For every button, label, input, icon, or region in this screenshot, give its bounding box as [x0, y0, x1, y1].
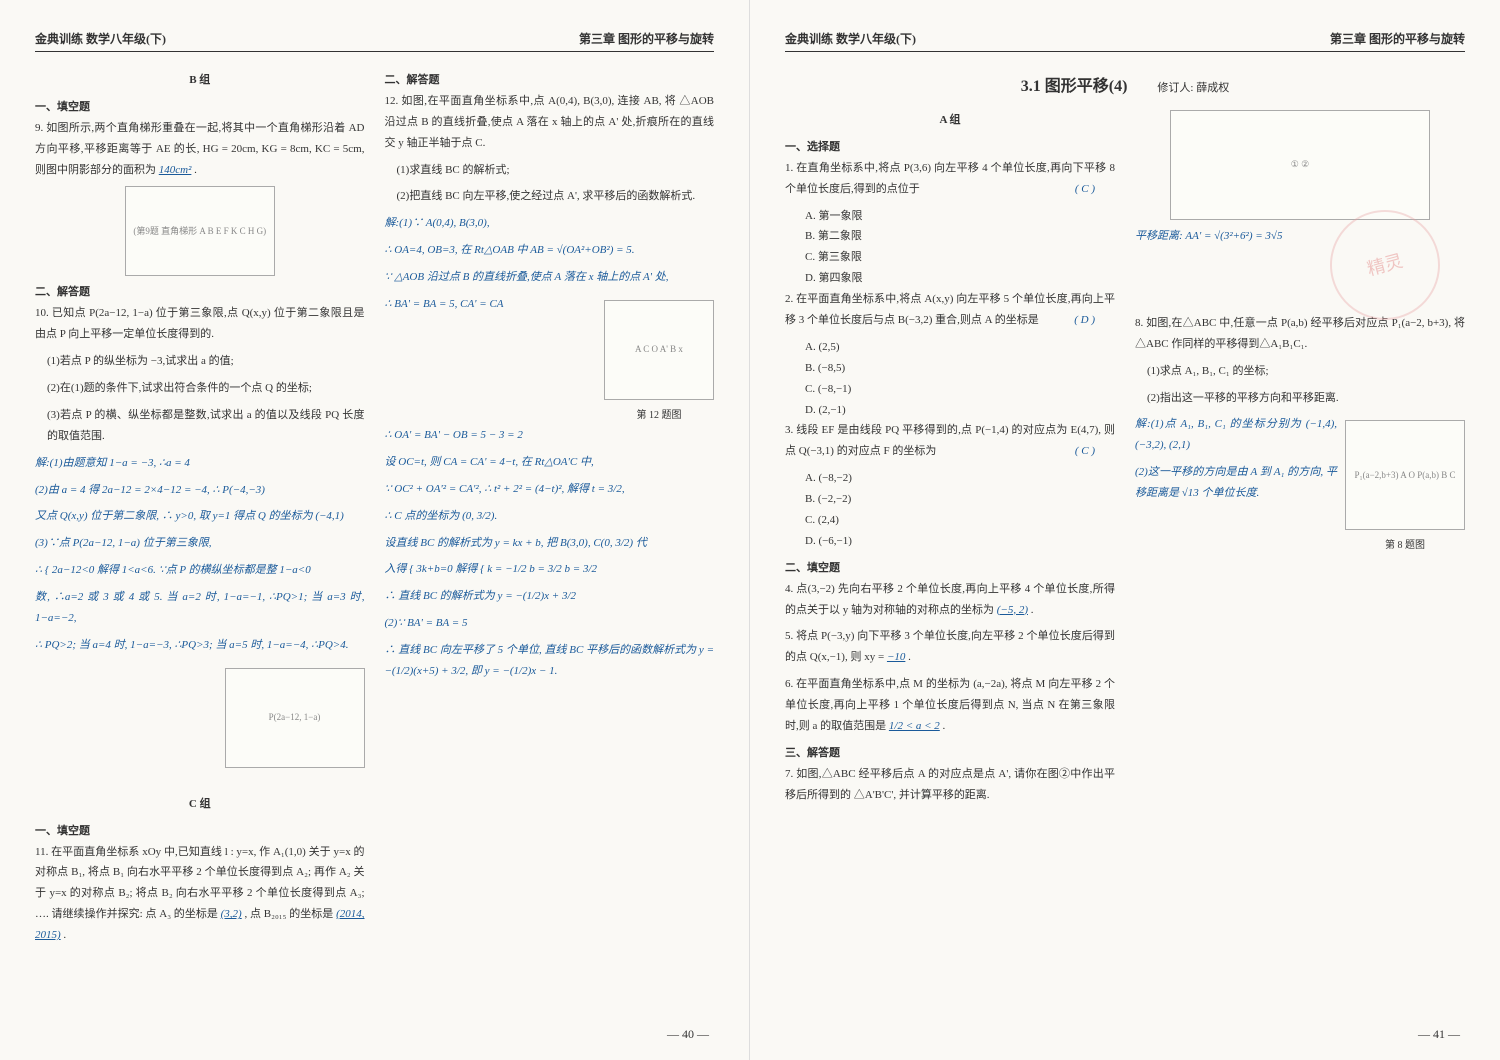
p10-sol-4: (3)∵点 P(2a−12, 1−a) 位于第三象限, [35, 533, 365, 554]
p4-ans: (−5, 2) [997, 604, 1028, 616]
header-book-r: 金典训练 数学八年级(下) [785, 30, 916, 47]
p11-ans-a: (3,2) [221, 908, 242, 920]
problem-11: 11. 在平面直角坐标系 xOy 中,已知直线 l : y=x, 作 A₁(1,… [35, 842, 365, 946]
translation-distance: 平移距离: AA' = √(3²+6²) = 3√5 [1135, 226, 1465, 247]
fig8-caption: 第 8 题图 [1345, 536, 1465, 555]
group-a-label: A 组 [785, 110, 1115, 131]
p8-sol-1: 解:(1)点 A₁, B₁, C₁ 的坐标分别为 (−1,4), (−3,2),… [1135, 414, 1337, 456]
reviser: 修订人: 薛成权 [1157, 79, 1229, 95]
header-left: 金典训练 数学八年级(下) 第三章 图形的平移与旋转 [35, 30, 714, 52]
problem-4: 4. 点(3,−2) 先向右平移 2 个单位长度,再向上平移 4 个单位长度,所… [785, 579, 1115, 621]
solve-label-2: 二、解答题 [385, 70, 715, 91]
p2-B: B. (−8,5) [785, 358, 1115, 379]
p12-sol-9: 设直线 BC 的解析式为 y = kx + b, 把 B(3,0), C(0, … [385, 533, 715, 554]
p6-ans: 1/2 < a < 2 [889, 720, 940, 732]
p3-ans: ( C ) [1075, 441, 1095, 462]
p12-sol-2: ∴ OA=4, OB=3, 在 Rt△OAB 中 AB = √(OA²+OB²)… [385, 240, 715, 261]
problem-1: 1. 在直角坐标系中,将点 P(3,6) 向左平移 4 个单位长度,再向下平移 … [785, 158, 1115, 200]
figure-8: P₁(a−2,b+3) A O P(a,b) B C [1345, 420, 1465, 530]
p1-A: A. 第一象限 [785, 206, 1115, 227]
p10-2: (2)在(1)题的条件下,试求出符合条件的一个点 Q 的坐标; [35, 378, 365, 399]
fill-label-r: 二、填空题 [785, 558, 1115, 579]
header-chapter-r: 第三章 图形的平移与旋转 [1330, 30, 1465, 47]
p1-B: B. 第二象限 [785, 226, 1115, 247]
p12-sol-5: ∴ OA' = BA' − OB = 5 − 3 = 2 [385, 425, 715, 446]
p3-C: C. (2,4) [785, 510, 1115, 531]
problem-10: 10. 已知点 P(2a−12, 1−a) 位于第三象限,点 Q(x,y) 位于… [35, 303, 365, 345]
p12-sol-7: ∵ OC² + OA'² = CA'², ∴ t² + 2² = (4−t)²,… [385, 479, 715, 500]
p3-A: A. (−8,−2) [785, 468, 1115, 489]
group-b-label: B 组 [35, 70, 365, 91]
p10-sol-1: 解:(1)由题意知 1−a = −3, ∴a = 4 [35, 453, 365, 474]
p2-C: C. (−8,−1) [785, 379, 1115, 400]
solve-label: 二、解答题 [35, 282, 365, 303]
p8-1: (1)求点 A₁, B₁, C₁ 的坐标; [1135, 361, 1465, 382]
problem-2: 2. 在平面直角坐标系中,将点 A(x,y) 向左平移 5 个单位长度,再向上平… [785, 289, 1115, 331]
figure-10: P(2a−12, 1−a) [225, 668, 365, 768]
p1-C: C. 第三象限 [785, 247, 1115, 268]
page-num-41: — 41 — [1418, 1027, 1460, 1042]
left-col-2: 二、解答题 12. 如图,在平面直角坐标系中,点 A(0,4), B(3,0),… [385, 64, 715, 952]
p10-sol-7: ∴ PQ>2; 当 a=4 时, 1−a=−3, ∴PQ>3; 当 a=5 时,… [35, 635, 365, 656]
problem-12: 12. 如图,在平面直角坐标系中,点 A(0,4), B(3,0), 连接 AB… [385, 91, 715, 154]
p8-sol-2: (2)这一平移的方向是由 A 到 A₁ 的方向, 平移距离是 √13 个单位长度… [1135, 462, 1337, 504]
section-title: 3.1 图形平移(4) [1021, 72, 1128, 96]
header-right: 金典训练 数学八年级(下) 第三章 图形的平移与旋转 [785, 30, 1465, 52]
p10-3: (3)若点 P 的横、纵坐标都是整数,试求出 a 的值以及线段 PQ 长度的取值… [35, 405, 365, 447]
p10-sol-6: 数, ∴a=2 或 3 或 4 或 5. 当 a=2 时, 1−a=−1, ∴P… [35, 587, 365, 629]
page-num-40: — 40 — [667, 1027, 709, 1042]
figure-grid-12: ① ② [1170, 110, 1430, 220]
p1-ans: ( C ) [1075, 179, 1095, 200]
problem-7: 7. 如图,△ABC 经平移后点 A 的对应点是点 A', 请你在图②中作出平移… [785, 764, 1115, 806]
p5-ans: −10 [887, 651, 905, 663]
header-book: 金典训练 数学八年级(下) [35, 30, 166, 47]
p12-sol-13: ∴ 直线 BC 向左平移了 5 个单位, 直线 BC 平移后的函数解析式为 y … [385, 640, 715, 682]
p12-sol-3: ∵ △AOB 沿过点 B 的直线折叠,使点 A 落在 x 轴上的点 A' 处, [385, 267, 715, 288]
p8-2: (2)指出这一平移的平移方向和平移距离. [1135, 388, 1465, 409]
p1-D: D. 第四象限 [785, 268, 1115, 289]
p10-1: (1)若点 P 的纵坐标为 −3,试求出 a 的值; [35, 351, 365, 372]
figure-9: (第9题 直角梯形 A B E F K C H G) [125, 186, 275, 276]
p12-sol-6: 设 OC=t, 则 CA = CA' = 4−t, 在 Rt△OA'C 中, [385, 452, 715, 473]
p10-sol-2: (2)由 a = 4 得 2a−12 = 2×4−12 = −4, ∴ P(−4… [35, 480, 365, 501]
solve-label-r: 三、解答题 [785, 743, 1115, 764]
p3-B: B. (−2,−2) [785, 489, 1115, 510]
left-col-1: B 组 一、填空题 9. 如图所示,两个直角梯形重叠在一起,将其中一个直角梯形沿… [35, 64, 365, 952]
p12-sol-4: ∴ BA' = BA = 5, CA' = CA [385, 294, 597, 315]
right-col-1: A 组 一、选择题 1. 在直角坐标系中,将点 P(3,6) 向左平移 4 个单… [785, 104, 1115, 812]
left-columns: B 组 一、填空题 9. 如图所示,两个直角梯形重叠在一起,将其中一个直角梯形沿… [35, 64, 714, 952]
right-columns: A 组 一、选择题 1. 在直角坐标系中,将点 P(3,6) 向左平移 4 个单… [785, 104, 1465, 812]
p12-sol-8: ∴ C 点的坐标为 (0, 3/2). [385, 506, 715, 527]
p3-D: D. (−6,−1) [785, 531, 1115, 552]
p12-sol-11: ∴ 直线 BC 的解析式为 y = −(1/2)x + 3/2 [385, 586, 715, 607]
p9-answer: 140cm² [159, 164, 192, 176]
fig12-caption: 第 12 题图 [604, 406, 714, 425]
fill-c-label: 一、填空题 [35, 821, 365, 842]
p10-sol-3: 又点 Q(x,y) 位于第二象限, ∴ y>0, 取 y=1 得点 Q 的坐标为… [35, 506, 365, 527]
p12-1: (1)求直线 BC 的解析式; [385, 160, 715, 181]
header-chapter: 第三章 图形的平移与旋转 [579, 30, 714, 47]
p2-D: D. (2,−1) [785, 400, 1115, 421]
p2-A: A. (2,5) [785, 337, 1115, 358]
page-41: 金典训练 数学八年级(下) 第三章 图形的平移与旋转 3.1 图形平移(4) 修… [750, 0, 1500, 1060]
p12-sol-12: (2)∵ BA' = BA = 5 [385, 613, 715, 634]
choice-label: 一、选择题 [785, 137, 1115, 158]
problem-6: 6. 在平面直角坐标系中,点 M 的坐标为 (a,−2a), 将点 M 向左平移… [785, 674, 1115, 737]
problem-8: 8. 如图,在△ABC 中,任意一点 P(a,b) 经平移后对应点 P₁(a−2… [1135, 313, 1465, 355]
page-40: 金典训练 数学八年级(下) 第三章 图形的平移与旋转 B 组 一、填空题 9. … [0, 0, 750, 1060]
p10-sol-5: ∴ { 2a−12<0 解得 1<a<6. ∵点 P 的横纵坐标都是整 1−a<… [35, 560, 365, 581]
figure-12: A C O A' B x [604, 300, 714, 400]
fill-label: 一、填空题 [35, 97, 365, 118]
p2-ans: ( D ) [1074, 310, 1095, 331]
problem-9: 9. 如图所示,两个直角梯形重叠在一起,将其中一个直角梯形沿着 AD 方向平移,… [35, 118, 365, 181]
problem-3: 3. 线段 EF 是由线段 PQ 平移得到的,点 P(−1,4) 的对应点为 E… [785, 420, 1115, 462]
group-c-label: C 组 [35, 794, 365, 815]
p12-sol-10: 入得 { 3k+b=0 解得 { k = −1/2 b = 3/2 b = 3/… [385, 559, 715, 580]
right-col-2: ① ② 平移距离: AA' = √(3²+6²) = 3√5 精灵 8. 如图,… [1135, 104, 1465, 812]
p12-sol-1: 解:(1)∵ A(0,4), B(3,0), [385, 213, 715, 234]
p12-2: (2)把直线 BC 向左平移,使之经过点 A', 求平移后的函数解析式. [385, 186, 715, 207]
problem-5: 5. 将点 P(−3,y) 向下平移 3 个单位长度,向左平移 2 个单位长度后… [785, 626, 1115, 668]
